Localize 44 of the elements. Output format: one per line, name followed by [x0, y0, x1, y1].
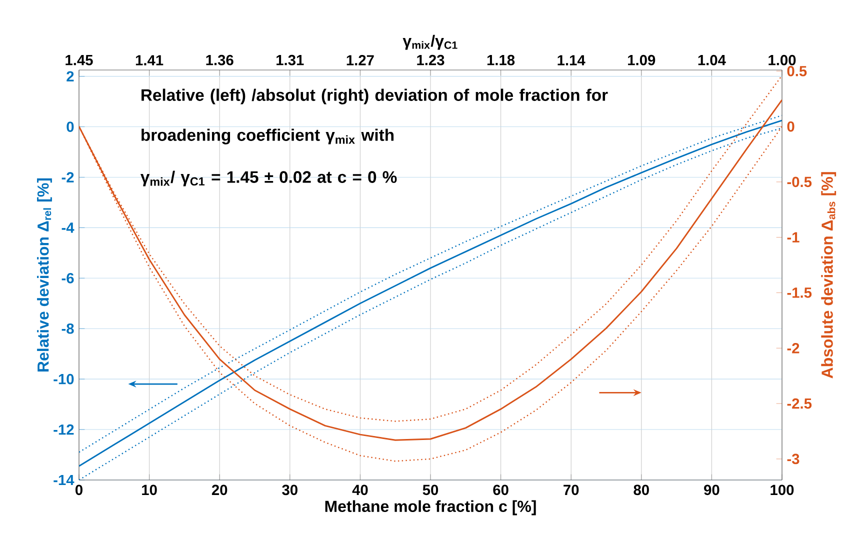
y2-tick-label: -1 [787, 232, 800, 242]
y-tick-label: 0 [66, 122, 74, 132]
x-tick-label: 80 [634, 484, 649, 496]
y2-tick-label: -2 [787, 343, 800, 354]
x-tick-label: 50 [422, 484, 438, 496]
y-axis-title: Relative deviation Δ$_{rel}$ [%] [37, 178, 52, 372]
y-tick-label: -8 [62, 323, 74, 334]
y-tick-label: -2 [62, 172, 74, 182]
x2-tick-label: 1.27 [346, 55, 374, 66]
x2-tick-label: 1.00 [768, 54, 796, 66]
x2-tick-label: 1.18 [487, 54, 515, 66]
x-tick-label: 60 [493, 484, 508, 496]
x-tick-label: 0 [76, 484, 82, 496]
x-tick-label: 20 [212, 484, 228, 496]
x-axis-title: Methane mole fraction c [%] [325, 500, 536, 516]
y2-tick-label: -0.5 [787, 176, 812, 188]
x2-tick-label: 1.31 [276, 54, 304, 66]
y-tick-label: -4 [62, 222, 74, 233]
x2-tick-label: 1.41 [136, 55, 164, 66]
annotation: γ$_{mix}$/ γ$_{C1}$ = 1.45 ± 0.02 at c = 0 % [140, 170, 397, 186]
y2-tick-label: 0.5 [787, 66, 807, 76]
x2-tick-label: 1.09 [628, 54, 656, 66]
x-tick-label: 10 [142, 484, 157, 496]
x-tick-label: 30 [282, 484, 298, 496]
y-tick-label: 2 [66, 71, 74, 82]
x2-tick-label: 1.45 [66, 55, 93, 66]
x-tick-label: 70 [564, 484, 579, 496]
y2-tick-label: 0 [787, 121, 794, 132]
x-tick-label: 40 [352, 484, 368, 496]
y-tick-label: -10 [54, 374, 74, 384]
y2-axis-title: Absolute deviation Δ$_{abs}$ [%] [821, 172, 836, 378]
x2-axis-title: γ$_{mix}$/γ$_{C1}$ [402, 34, 458, 50]
y2-tick-label: -3 [787, 454, 800, 464]
x2-tick-label: 1.14 [558, 55, 586, 66]
x-tick-label: 100 [770, 484, 794, 496]
y-tick-label: -6 [62, 272, 74, 284]
y-tick-label: -12 [54, 424, 74, 435]
x2-tick-label: 1.23 [417, 54, 444, 66]
x-tick-label: 90 [704, 484, 720, 496]
y2-tick-label: -2.5 [787, 398, 812, 409]
x2-tick-label: 1.36 [206, 54, 234, 66]
y2-tick-label: -1.5 [787, 288, 812, 298]
x2-tick-label: 1.04 [698, 54, 726, 66]
y-tick-label: -14 [54, 474, 74, 486]
